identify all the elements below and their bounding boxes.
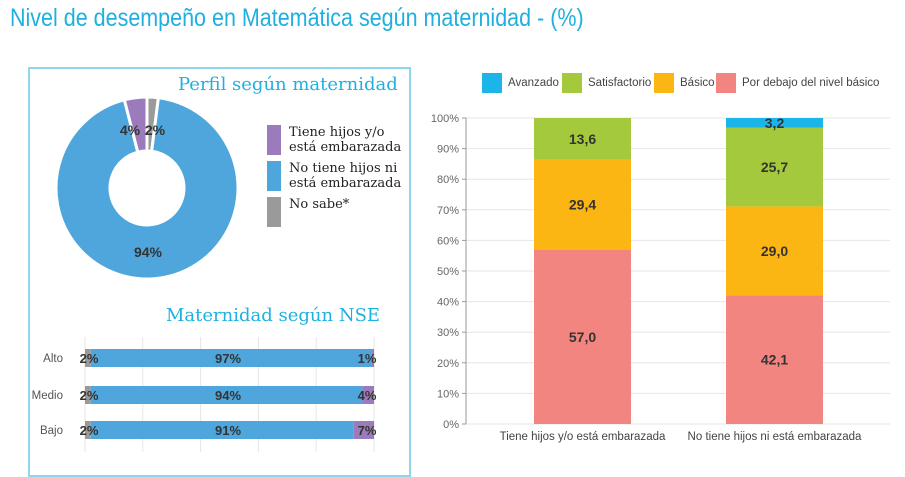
legend-item: No tiene hijos ni está embarazada — [267, 161, 409, 191]
data-label: 97% — [215, 351, 241, 366]
category-label: Alto — [43, 353, 63, 365]
nse-title: Maternidad según NSE — [166, 305, 381, 326]
bar-segment — [90, 421, 354, 439]
legend-label: Tiene hijos y/o está embarazada — [289, 125, 402, 155]
legend-item: Básico — [654, 73, 715, 93]
donut-slice — [54, 96, 240, 281]
legend-label: Satisfactorio — [588, 77, 652, 89]
legend-swatch — [267, 161, 281, 191]
donut-label: 4% — [120, 122, 141, 138]
donut-label: 2% — [145, 122, 166, 138]
data-label: 42,1 — [761, 352, 788, 368]
bar-segment — [90, 386, 363, 404]
data-label: 1% — [358, 351, 377, 366]
y-tick-label: 50% — [437, 266, 459, 278]
data-label: 2% — [80, 351, 99, 366]
bar-segment — [85, 349, 91, 367]
bar-segment — [726, 118, 823, 128]
y-tick-label: 40% — [437, 297, 459, 309]
data-label: 29,0 — [761, 243, 788, 259]
bar-segment — [85, 421, 91, 439]
data-label: 3,2 — [765, 115, 785, 131]
legend-item: Avanzado — [482, 73, 559, 93]
x-category-label: Tiene hijos y/o está embarazada — [500, 431, 666, 443]
category-label: Bajo — [40, 425, 63, 437]
y-tick-label: 20% — [437, 358, 459, 370]
legend-label: Avanzado — [508, 77, 559, 89]
bar-segment — [726, 206, 823, 296]
page-title: Nivel de desempeño en Matemática según m… — [10, 4, 584, 32]
bar-segment — [353, 421, 374, 439]
legend-swatch — [716, 73, 736, 93]
data-label: 2% — [80, 423, 99, 438]
x-category-label: No tiene hijos ni está embarazada — [688, 431, 862, 443]
legend-swatch — [267, 125, 281, 155]
y-tick-label: 60% — [437, 235, 459, 247]
donut-label: 94% — [134, 244, 163, 260]
y-tick-label: 70% — [437, 205, 459, 217]
legend-label: No tiene hijos ni está embarazada — [289, 161, 402, 191]
bar-segment — [371, 349, 374, 367]
y-tick-label: 80% — [437, 174, 459, 186]
data-label: 4% — [358, 388, 377, 403]
legend-swatch — [562, 73, 582, 93]
legend-item: Tiene hijos y/o está embarazada — [267, 125, 409, 155]
category-label: Medio — [32, 390, 63, 402]
data-label: 13,6 — [569, 131, 596, 147]
donut-slice — [122, 95, 149, 154]
bar-segment — [534, 159, 631, 250]
bar-segment — [726, 127, 823, 207]
bar-segment — [362, 386, 374, 404]
legend-item: No sabe* — [267, 197, 409, 227]
y-tick-label: 100% — [431, 113, 459, 125]
legend-label: No sabe* — [289, 197, 350, 212]
bar-segment — [534, 249, 631, 424]
legend-swatch — [267, 197, 281, 227]
y-tick-label: 0% — [443, 419, 459, 431]
bar-segment — [534, 118, 631, 160]
data-label: 57,0 — [569, 329, 596, 345]
legend-item: Satisfactorio — [562, 73, 651, 93]
donut-title: Perfil según maternidad — [178, 74, 398, 95]
legend-label: Por debajo del nivel básico — [742, 77, 880, 89]
bar-segment — [85, 386, 91, 404]
legend-swatch — [482, 73, 502, 93]
y-tick-label: 30% — [437, 327, 459, 339]
legend-item: Por debajo del nivel básico — [716, 73, 879, 93]
bar-segment — [726, 295, 823, 424]
data-label: 25,7 — [761, 159, 788, 175]
data-label: 29,4 — [569, 197, 596, 213]
y-tick-label: 90% — [437, 144, 459, 156]
bar-segment — [90, 349, 372, 367]
legend-swatch — [654, 73, 674, 93]
legend-label: Básico — [680, 77, 715, 89]
data-label: 2% — [80, 388, 99, 403]
data-label: 94% — [215, 388, 241, 403]
y-tick-label: 10% — [437, 388, 459, 400]
data-label: 7% — [358, 423, 377, 438]
data-label: 91% — [215, 423, 241, 438]
